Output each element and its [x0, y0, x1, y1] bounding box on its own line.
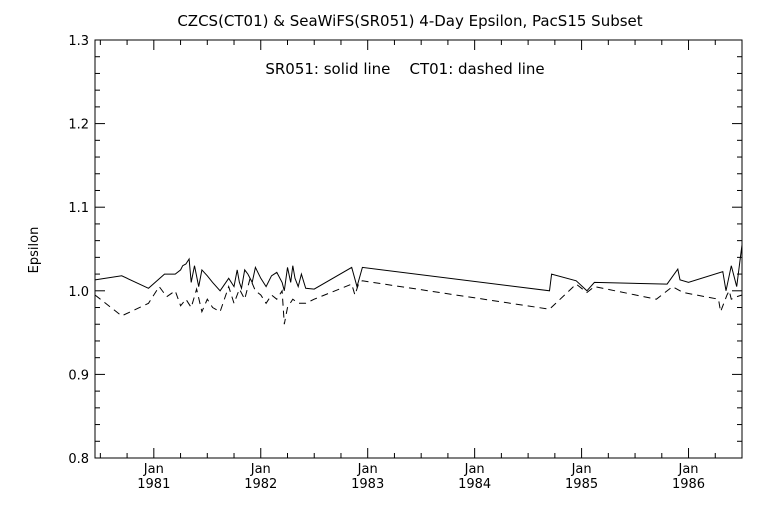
- y-axis: 0.8 0.9 1.0 1.1 1.2 1.3: [68, 34, 742, 467]
- ct01-dashed-line: [94, 276, 743, 325]
- y-tick-label: 0.9: [68, 368, 89, 383]
- x-tick-month: Jan: [357, 462, 378, 477]
- x-tick-month: Jan: [464, 462, 485, 477]
- x-tick-year: 1982: [244, 477, 277, 492]
- x-tick-month: Jan: [571, 462, 592, 477]
- y-tick-label: 1.2: [68, 118, 89, 133]
- sr051-solid-line: [94, 244, 743, 292]
- x-tick-year: 1985: [565, 477, 598, 492]
- x-tick-year: 1981: [137, 477, 170, 492]
- line-style-note: SR051: solid line CT01: dashed line: [265, 60, 544, 78]
- x-tick-month: Jan: [678, 462, 699, 477]
- y-tick-label: 1.1: [68, 201, 89, 216]
- x-tick-year: 1986: [672, 477, 705, 492]
- x-tick-month: Jan: [250, 462, 271, 477]
- x-tick-month: Jan: [143, 462, 164, 477]
- series-layer: [94, 244, 743, 325]
- y-tick-label: 1.3: [68, 34, 89, 49]
- x-axis: Jan1981Jan1982Jan1983Jan1984Jan1985Jan19…: [99, 40, 716, 492]
- y-tick-label: 1.0: [68, 285, 89, 300]
- y-tick-label: 0.8: [68, 452, 89, 467]
- plot-frame: [94, 39, 743, 459]
- chart-title: CZCS(CT01) & SeaWiFS(SR051) 4-Day Epsilo…: [177, 12, 642, 30]
- x-tick-year: 1983: [351, 477, 384, 492]
- y-axis-label: Epsilon: [27, 227, 42, 274]
- x-tick-year: 1984: [458, 477, 491, 492]
